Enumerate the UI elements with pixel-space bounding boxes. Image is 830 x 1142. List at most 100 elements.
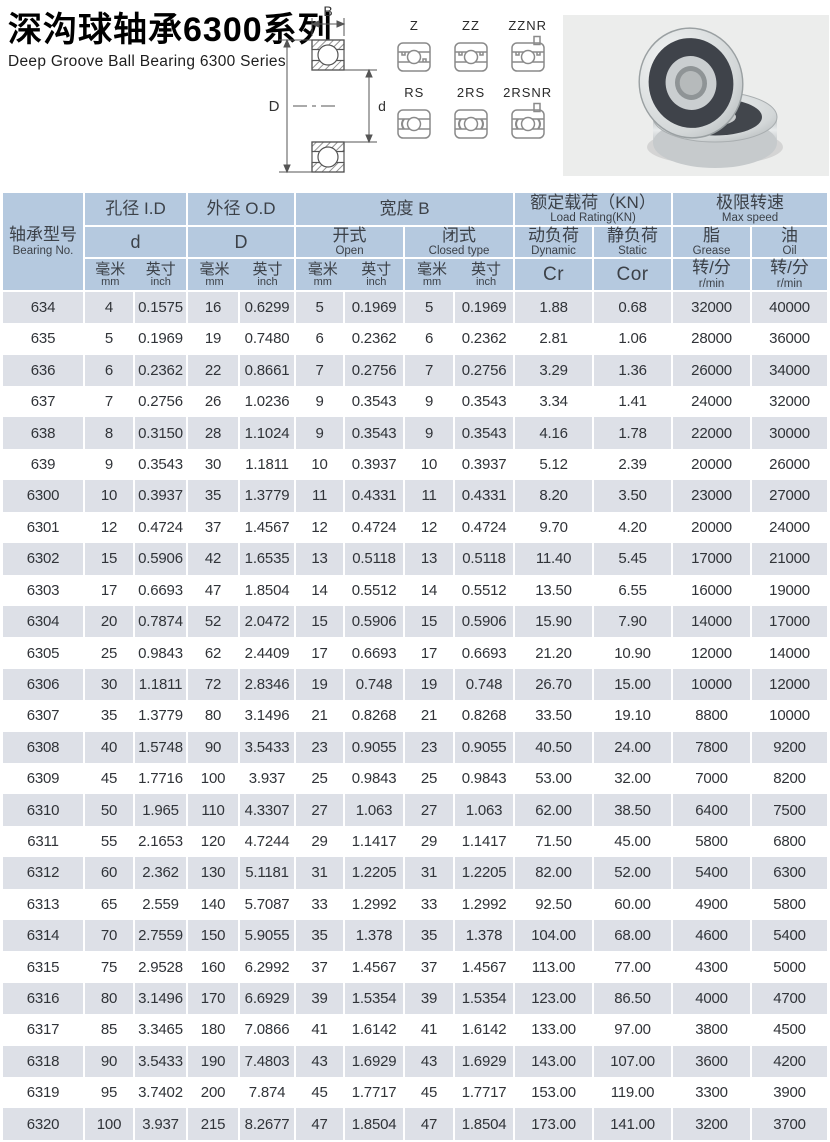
subheader-D: D xyxy=(188,227,297,260)
bearing-type-zz: ZZ xyxy=(443,18,500,73)
cell: 6316 xyxy=(3,982,85,1015)
cell: 20000 xyxy=(673,448,753,481)
cell: 6.6929 xyxy=(240,982,297,1015)
units-header-od: 毫米 英寸 mm inch xyxy=(188,259,297,292)
cell: 150 xyxy=(188,919,241,952)
bearing-type-2rsnr: 2RSNR xyxy=(499,85,556,140)
cell: 143.00 xyxy=(515,1045,595,1077)
open-cn: 开式 xyxy=(332,226,367,245)
cell: 4500 xyxy=(752,1014,828,1046)
cell: 52.00 xyxy=(594,857,674,889)
units-header-oil-rpm: 转/分 r/min xyxy=(752,259,828,292)
cell: 80 xyxy=(85,982,135,1015)
cell: 0.5906 xyxy=(345,605,406,638)
table-row: 638 8 0.3150 28 1.1024 9 0.3543 9 0.3543 4.16 1.78… xyxy=(3,417,828,449)
cell: 0.8268 xyxy=(455,700,516,732)
cell: 15.00 xyxy=(594,668,674,701)
cell: 14000 xyxy=(673,605,753,638)
cell: 6 xyxy=(85,354,135,387)
page-title: 深沟球轴承6300系列 xyxy=(8,11,333,49)
cell: 0.9843 xyxy=(345,762,406,795)
cell: 5800 xyxy=(673,825,753,858)
cell: 1.3779 xyxy=(135,700,189,732)
cell: 62 xyxy=(188,637,241,669)
bearing-type-zznr-icon xyxy=(510,35,545,72)
cell: 16 xyxy=(188,291,241,324)
cell: 6300 xyxy=(3,480,85,512)
bearing-type-rs: RS xyxy=(386,85,443,140)
table-row: 6302 15 0.5906 42 1.6535 13 0.5118 13 0.5118 11.4… xyxy=(3,543,828,575)
cell: 7 xyxy=(405,354,456,387)
cell: 43 xyxy=(296,1045,346,1077)
cell: 92.50 xyxy=(515,888,595,920)
inch-en: inch xyxy=(475,275,497,288)
cell: 0.2756 xyxy=(455,354,516,387)
d-label: d xyxy=(130,231,141,252)
cell: 0.2756 xyxy=(135,386,189,418)
cell: 160 xyxy=(188,951,241,983)
cell: 28000 xyxy=(673,323,753,355)
cell: 20 xyxy=(85,605,135,638)
cell: 26000 xyxy=(752,448,828,481)
table-row: 634 4 0.1575 16 0.6299 5 0.1969 5 0.1969 1.88 0.68… xyxy=(3,291,828,324)
cell: 170 xyxy=(188,982,241,1015)
cell: 1.1417 xyxy=(455,825,516,858)
table-row: 6311 55 2.1653 120 4.7244 29 1.1417 29 1.1417 71.… xyxy=(3,825,828,858)
cell: 0.3543 xyxy=(455,417,516,449)
cell: 40 xyxy=(85,731,135,763)
inch-cn: 英寸 xyxy=(361,260,392,278)
cell: 14000 xyxy=(752,637,828,669)
cell: 20000 xyxy=(673,511,753,544)
cell: 130 xyxy=(188,857,241,889)
cell: 32000 xyxy=(673,291,753,324)
cell: 37 xyxy=(188,511,241,544)
cell: 100 xyxy=(188,762,241,795)
cell: 38.50 xyxy=(594,794,674,826)
cell: 80 xyxy=(188,700,241,732)
cell: 0.3543 xyxy=(455,386,516,418)
cell: 17 xyxy=(405,637,456,669)
cell: 6318 xyxy=(3,1045,85,1077)
cell: 90 xyxy=(188,731,241,763)
table-row: 6304 20 0.7874 52 2.0472 15 0.5906 15 0.5906 15.9… xyxy=(3,605,828,638)
cell: 82.00 xyxy=(515,857,595,889)
bearing-type-grid: Z ZZ ZZNR xyxy=(386,18,556,140)
cell: 77.00 xyxy=(594,951,674,983)
cell: 0.4331 xyxy=(345,480,406,512)
table-row: 635 5 0.1969 19 0.7480 6 0.2362 6 0.2362 2.81 1.06… xyxy=(3,323,828,355)
cell: 30 xyxy=(188,448,241,481)
cell: 215 xyxy=(188,1108,241,1140)
cell: 1.6929 xyxy=(345,1045,406,1077)
table-row: 6312 60 2.362 130 5.1181 31 1.2205 31 1.2205 82.0… xyxy=(3,857,828,889)
mm-en: mm xyxy=(205,275,224,288)
cell: 3.29 xyxy=(515,354,595,387)
cell: 1.36 xyxy=(594,354,674,387)
cell: 1.3779 xyxy=(240,480,297,512)
cell: 6302 xyxy=(3,543,85,575)
cell: 11.40 xyxy=(515,543,595,575)
cell: 27 xyxy=(296,794,346,826)
cell: 10 xyxy=(296,448,346,481)
cell: 65 xyxy=(85,888,135,920)
cell: 23 xyxy=(296,731,346,763)
col-header-outer-od: 外径 O.D xyxy=(188,193,297,227)
max-speed-cn: 极限转速 xyxy=(716,192,785,212)
cell: 75 xyxy=(85,951,135,983)
cell: 110 xyxy=(188,794,241,826)
cell: 0.3543 xyxy=(345,417,406,449)
cell: 1.8504 xyxy=(345,1108,406,1140)
cell: 21.20 xyxy=(515,637,595,669)
cell: 0.3543 xyxy=(345,386,406,418)
cell: 1.6142 xyxy=(455,1014,516,1046)
inch-cn: 英寸 xyxy=(471,260,502,278)
cell: 9 xyxy=(296,386,346,418)
cell: 10 xyxy=(405,448,456,481)
col-header-max-speed: 极限转速 Max speed xyxy=(673,192,828,227)
cell: 2.4409 xyxy=(240,637,297,669)
cell: 2.7559 xyxy=(135,919,189,952)
dynamic-cn: 动负荷 xyxy=(528,226,580,245)
cell: 0.2362 xyxy=(345,323,406,355)
cell: 24000 xyxy=(673,386,753,418)
cell: 635 xyxy=(3,323,85,355)
cell: 1.7716 xyxy=(135,762,189,795)
